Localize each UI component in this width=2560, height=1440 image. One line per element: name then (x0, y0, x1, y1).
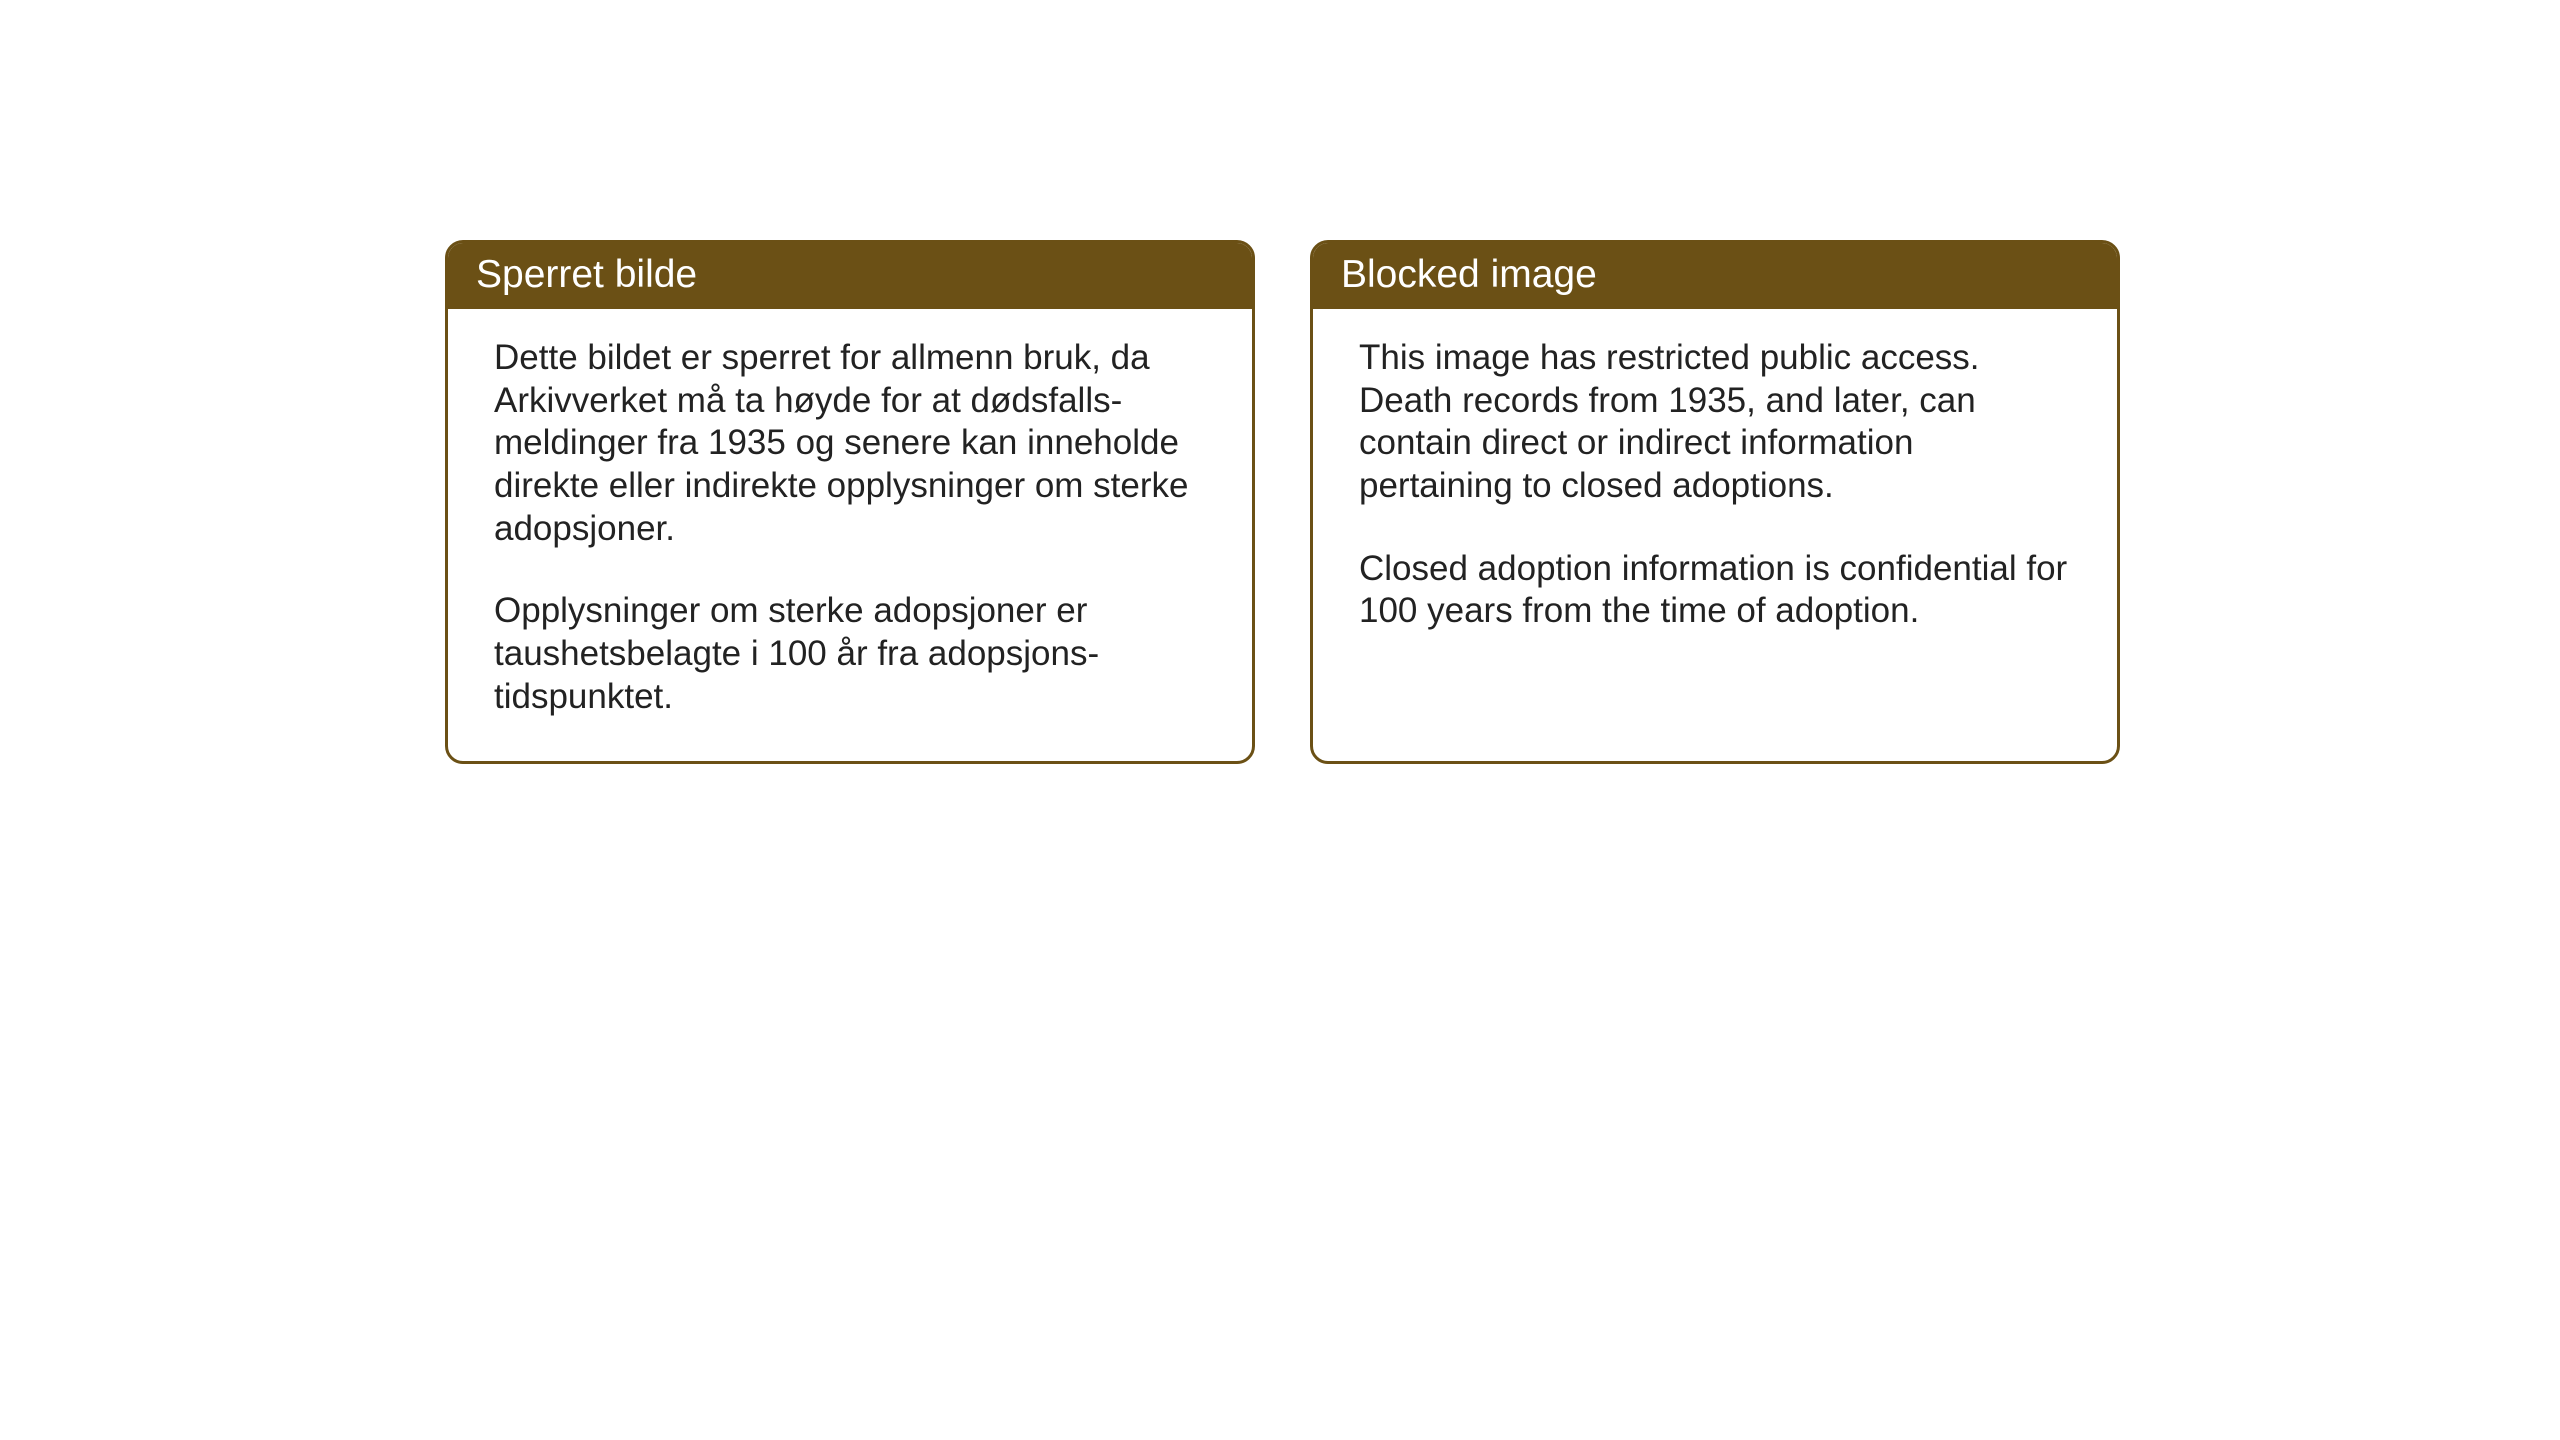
english-card-body: This image has restricted public access.… (1313, 309, 2117, 675)
norwegian-card-body: Dette bildet er sperret for allmenn bruk… (448, 309, 1252, 761)
norwegian-card-title: Sperret bilde (476, 253, 697, 296)
norwegian-paragraph-2: Opplysninger om sterke adopsjoner er tau… (494, 590, 1210, 718)
norwegian-paragraph-1: Dette bildet er sperret for allmenn bruk… (494, 337, 1210, 550)
notice-container: Sperret bilde Dette bildet er sperret fo… (445, 240, 2120, 764)
english-paragraph-2: Closed adoption information is confident… (1359, 548, 2075, 633)
english-card-header: Blocked image (1313, 243, 2117, 309)
english-card-title: Blocked image (1341, 253, 1597, 296)
norwegian-card-header: Sperret bilde (448, 243, 1252, 309)
english-paragraph-1: This image has restricted public access.… (1359, 337, 2075, 508)
norwegian-notice-card: Sperret bilde Dette bildet er sperret fo… (445, 240, 1255, 764)
english-notice-card: Blocked image This image has restricted … (1310, 240, 2120, 764)
